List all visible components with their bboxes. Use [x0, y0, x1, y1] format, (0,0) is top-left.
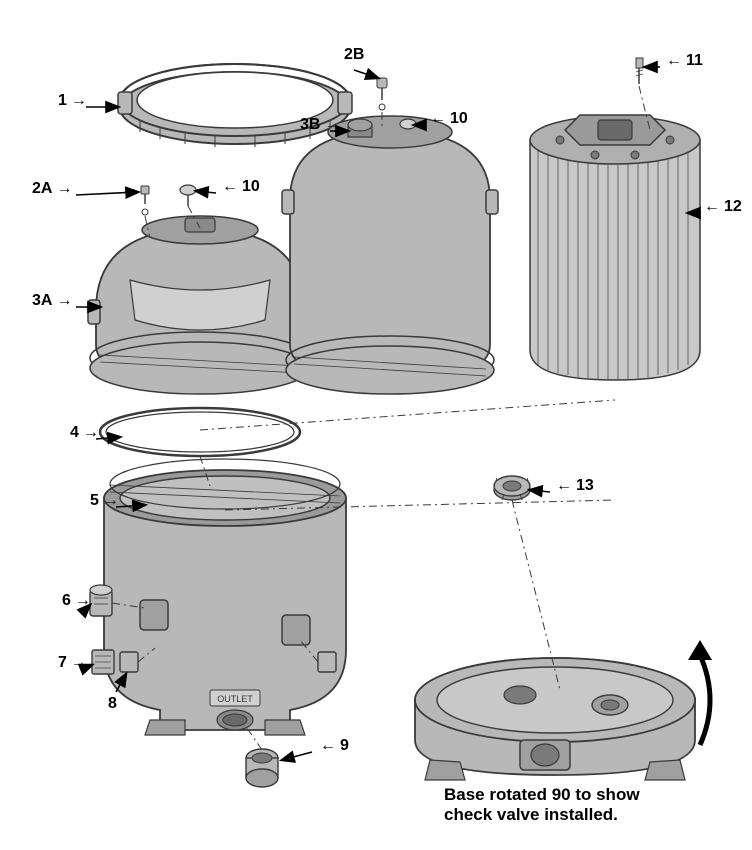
label-5: 5→	[90, 492, 123, 510]
label-10-right: ←10	[426, 110, 468, 128]
label-3a: 3A→	[32, 292, 76, 310]
part-fitting-9	[246, 749, 278, 787]
part-fitting-7	[92, 650, 114, 674]
label-6: 6→	[62, 592, 95, 610]
diagram-container: OUTLET	[0, 0, 752, 850]
label-8: 8	[108, 695, 117, 713]
label-3b: 3B→	[300, 116, 344, 134]
rotation-caption: Base rotated 90 to show check valve inst…	[444, 785, 640, 826]
part-base-rotated	[415, 658, 695, 780]
label-7: 7→	[58, 654, 91, 672]
part-locking-ring	[118, 64, 352, 147]
label-9: ←9	[316, 737, 349, 755]
part-filter-body: OUTLET	[104, 459, 346, 735]
part-check-valve	[494, 476, 530, 500]
label-2b: 2B	[344, 46, 364, 64]
label-10-left: ←10	[218, 178, 260, 196]
label-11: ←11	[662, 52, 703, 70]
svg-text:OUTLET: OUTLET	[217, 694, 253, 704]
label-13: ←13	[552, 477, 594, 495]
part-lid-a	[88, 216, 312, 394]
part-oring	[100, 408, 300, 456]
part-fitting-8	[120, 652, 138, 672]
part-fitting-right	[318, 652, 336, 672]
label-2a: 2A→	[32, 180, 76, 198]
label-12: ←12	[700, 198, 742, 216]
diagram-svg: OUTLET	[0, 0, 752, 850]
part-gauge-left	[180, 185, 196, 206]
part-cartridge	[530, 58, 700, 380]
part-screw-2a	[141, 186, 149, 215]
label-1: 1→	[58, 92, 91, 110]
label-4: 4→	[70, 424, 103, 442]
